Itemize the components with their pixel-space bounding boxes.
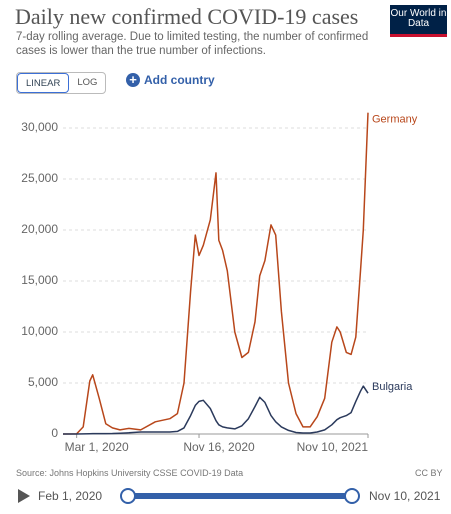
x-tick-label: Nov 10, 2021 (297, 440, 369, 454)
add-country-button[interactable]: + Add country (126, 73, 215, 87)
source: Source: Johns Hopkins University CSSE CO… (16, 468, 244, 478)
linear-button[interactable]: LINEAR (17, 73, 70, 93)
series-line (62, 112, 369, 435)
y-tick-label: 5,000 (28, 375, 58, 389)
chart-subtitle: 7-day rolling average. Due to limited te… (16, 31, 369, 57)
add-country-label: Add country (144, 73, 215, 87)
timeline-handle[interactable] (120, 488, 136, 504)
series-line (63, 385, 369, 435)
y-tick-label: 30,000 (21, 120, 58, 134)
logo[interactable]: Our World in Data (390, 5, 447, 37)
chart-title: Daily new confirmed COVID-19 cases (15, 4, 359, 29)
y-tick-label: 10,000 (21, 324, 58, 338)
plus-icon: + (126, 73, 140, 87)
y-tick-label: 0 (51, 426, 58, 440)
license[interactable]: CC BY (415, 468, 443, 478)
series-label: Bulgaria (372, 381, 413, 393)
log-button[interactable]: LOG (77, 77, 98, 88)
y-tick-label: 15,000 (21, 273, 58, 287)
x-tick-label: Mar 1, 2020 (65, 440, 129, 454)
y-tick-label: 25,000 (21, 171, 58, 185)
x-tick-label: Nov 16, 2020 (183, 440, 255, 454)
scale-toggle: LINEAR LOG (16, 72, 107, 94)
timeline-start: Feb 1, 2020 (38, 489, 103, 503)
series-label: Germany (372, 114, 418, 126)
y-tick-label: 20,000 (21, 222, 58, 236)
timeline-end: Nov 10, 2021 (369, 489, 441, 503)
timeline (18, 488, 360, 504)
timeline-handle[interactable] (344, 488, 360, 504)
play-button[interactable] (18, 489, 30, 503)
